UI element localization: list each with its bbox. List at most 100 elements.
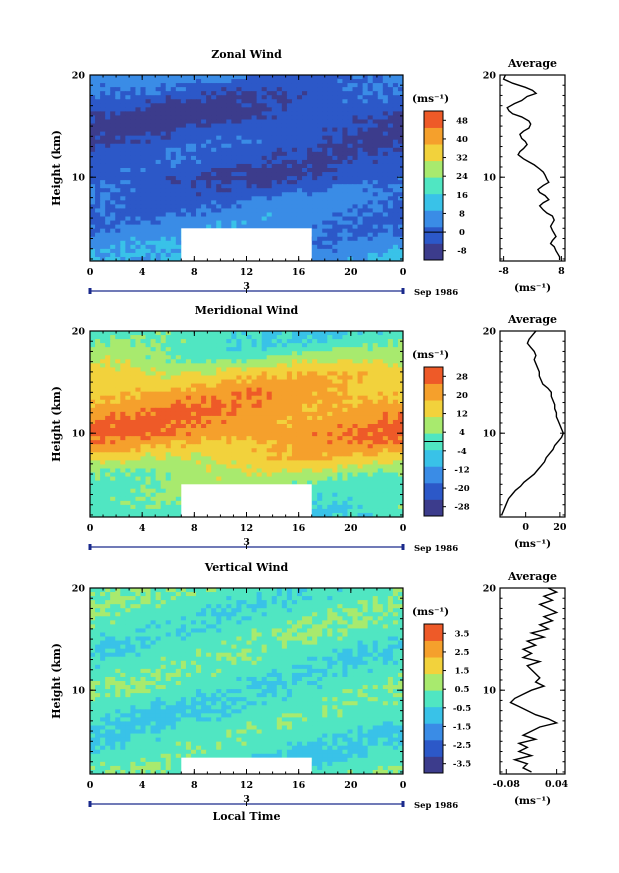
y-tick-label: 10 (72, 686, 86, 697)
x-tick-label: 4 (139, 523, 146, 534)
colorbar-label: 0.5 (455, 685, 470, 695)
colorbar-label: 12 (456, 410, 468, 420)
x-tick-label: 4 (139, 780, 146, 791)
avg-x-tick-label: 0.04 (545, 779, 569, 790)
colorbar-label: 8 (459, 209, 465, 219)
colorbar-label: 40 (456, 135, 468, 145)
colorbar-segment (424, 739, 443, 757)
avg-y-tick-label: 10 (483, 686, 497, 697)
panel-title: Vertical Wind (204, 561, 289, 574)
colorbar-segment (424, 706, 443, 724)
y-tick-label: 10 (72, 429, 86, 440)
colorbar-segment (424, 449, 443, 467)
average-profile-line (501, 330, 565, 516)
avg-x-tick-label: 8 (558, 266, 565, 277)
x-tick-label: 0 (87, 523, 94, 534)
colorbar-label: 16 (456, 191, 468, 201)
x-tick-label: 20 (344, 523, 358, 534)
colorbar-label: -2.5 (453, 741, 471, 751)
colorbar-segment (424, 193, 443, 211)
y-tick-label: 20 (72, 71, 86, 82)
colorbar-segment (424, 243, 443, 261)
x-tick-label: 8 (191, 780, 198, 791)
data-gap (181, 757, 312, 774)
x-tick-label: 12 (240, 780, 253, 791)
colorbar-segment (424, 482, 443, 500)
x-tick-label: 16 (292, 267, 306, 278)
colorbar-segment (424, 499, 443, 517)
x-tick-label: 0 (400, 523, 407, 534)
colorbar-segment (424, 210, 443, 228)
y-axis-label: Height (km) (50, 130, 63, 206)
avg-y-tick-label: 20 (483, 327, 497, 338)
data-gap (181, 228, 312, 261)
colorbar-segment (424, 127, 443, 145)
colorbar-unit: (ms⁻¹) (412, 93, 449, 105)
colorbar-label: 4 (459, 428, 465, 438)
colorbar-segment (424, 416, 443, 434)
panel-title: Zonal Wind (211, 48, 282, 61)
colorbar-label: -12 (454, 465, 469, 475)
date-label: Sep 1986 (414, 801, 458, 811)
average-title: Average (507, 57, 557, 70)
x-tick-label: 0 (87, 780, 94, 791)
avg-x-label: (ms⁻¹) (514, 795, 551, 807)
colorbar-segment (424, 400, 443, 418)
x-tick-label: 20 (344, 780, 358, 791)
day-axis-end (401, 801, 405, 807)
x-tick-label: 12 (240, 523, 253, 534)
avg-x-tick-label: -8 (498, 266, 509, 277)
heatmap (90, 588, 403, 774)
colorbar-segment (424, 723, 443, 741)
colorbar-segment (424, 756, 443, 774)
average-frame (499, 587, 566, 775)
colorbar-unit: (ms⁻¹) (412, 349, 449, 361)
x-tick-label: 4 (139, 267, 146, 278)
avg-y-tick-label: 20 (483, 584, 497, 595)
colorbar-frame (423, 623, 444, 774)
average-frame (499, 74, 566, 262)
colorbar-label: 28 (456, 372, 468, 382)
avg-x-tick-label: 0 (522, 522, 529, 533)
heatmap (90, 75, 403, 261)
colorbar-segment (424, 673, 443, 691)
colorbar-label: -4 (457, 447, 467, 457)
colorbar-segment (424, 226, 443, 244)
date-label: Sep 1986 (414, 288, 458, 298)
avg-x-tick-label: -0.08 (493, 779, 520, 790)
colorbar-segment (424, 144, 443, 162)
colorbar-segment (424, 111, 443, 128)
colorbar-segment (424, 640, 443, 658)
x-tick-label: 8 (191, 267, 198, 278)
day-marker: 3 (243, 794, 250, 805)
colorbar-label: -20 (454, 484, 469, 494)
colorbar-label: 24 (456, 172, 468, 182)
avg-y-tick-label: 10 (483, 429, 497, 440)
average-profile-line (509, 587, 559, 773)
colorbar-unit: (ms⁻¹) (412, 606, 449, 618)
colorbar-label: 20 (456, 391, 468, 401)
colorbar-label: -1.5 (453, 722, 471, 732)
colorbar-label: 48 (456, 116, 468, 126)
colorbar-segment (424, 624, 443, 641)
colorbar-label: 0 (459, 228, 465, 238)
data-gap (181, 484, 312, 517)
day-marker: 3 (243, 281, 250, 292)
colorbar-label: 3.5 (455, 629, 470, 639)
colorbar-label: -28 (454, 503, 469, 513)
x-tick-label: 20 (344, 267, 358, 278)
y-axis-label: Height (km) (50, 643, 63, 719)
avg-y-tick-label: 10 (483, 173, 497, 184)
colorbar-segment (424, 160, 443, 178)
panel-title: Meridional Wind (195, 304, 299, 317)
x-tick-label: 0 (400, 780, 407, 791)
date-label: Sep 1986 (414, 544, 458, 554)
avg-x-tick-label: 20 (553, 522, 567, 533)
x-tick-label: 12 (240, 267, 253, 278)
average-profile-line (502, 74, 561, 260)
x-tick-label: 16 (292, 523, 306, 534)
colorbar-label: 1.5 (455, 667, 470, 677)
colorbar-label: -0.5 (453, 704, 471, 714)
